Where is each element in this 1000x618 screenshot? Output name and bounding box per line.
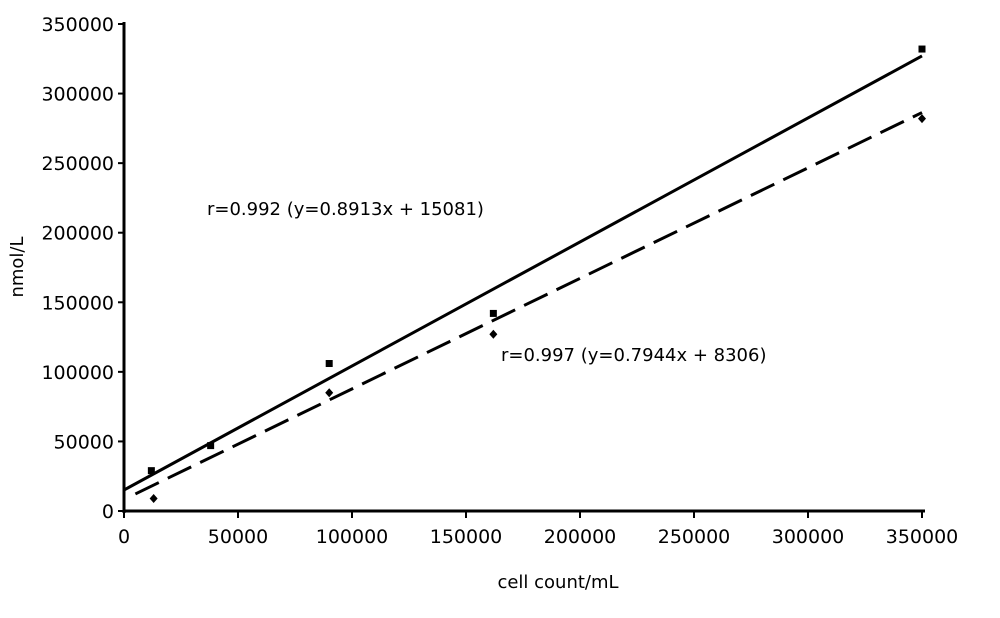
fit-annotation-dashed: r=0.997 (y=0.7944x + 8306) <box>501 345 766 366</box>
x-tick-label: 300000 <box>772 526 845 548</box>
fit-line-dashed <box>134 111 923 496</box>
y-tick-label: 150000 <box>41 292 114 314</box>
y-tick-label: 300000 <box>41 84 114 106</box>
data-point-diamond <box>489 329 498 339</box>
y-axis-title: nmol/L <box>7 236 28 297</box>
data-point-diamond <box>325 388 334 398</box>
data-point-diamond <box>918 114 926 124</box>
y-tick-label: 50000 <box>54 431 114 453</box>
y-tick-label: 350000 <box>41 14 114 36</box>
x-axis-ticks: 0 50000 100000 150000 200000 250000 300000 3500… <box>118 511 958 548</box>
x-tick-label: 200000 <box>544 526 617 548</box>
y-tick-label: 250000 <box>41 153 114 175</box>
x-tick-label: 0 <box>118 526 130 548</box>
data-point-square <box>489 309 497 317</box>
data-point-square <box>325 360 333 368</box>
fit-line-solid <box>123 54 923 492</box>
y-tick-label: 200000 <box>41 223 114 245</box>
data-point-square <box>918 45 926 53</box>
x-tick-label: 50000 <box>208 526 268 548</box>
data-point-diamond <box>149 493 158 503</box>
x-tick-label: 150000 <box>430 526 503 548</box>
plot-area <box>123 45 926 503</box>
x-tick-label: 100000 <box>316 526 389 548</box>
data-point-square <box>207 442 215 450</box>
y-axis-ticks: 0 50000 100000 150000 200000 250000 300000 3500… <box>41 14 124 523</box>
x-tick-label: 250000 <box>658 526 731 548</box>
data-point-square <box>147 467 155 475</box>
fit-annotation-solid: r=0.992 (y=0.8913x + 15081) <box>207 199 484 220</box>
y-tick-label: 0 <box>102 501 114 523</box>
x-tick-label: 350000 <box>886 526 959 548</box>
x-axis-title: cell count/mL <box>497 572 618 593</box>
y-tick-label: 100000 <box>41 362 114 384</box>
